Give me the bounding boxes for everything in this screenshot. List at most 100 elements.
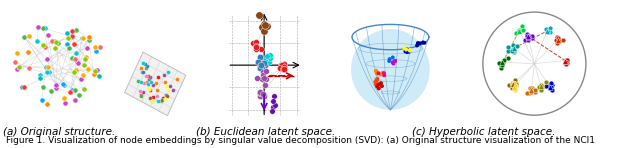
Point xyxy=(253,61,263,63)
Circle shape xyxy=(483,12,586,115)
Point xyxy=(153,76,163,78)
Point xyxy=(264,54,275,57)
Point xyxy=(257,65,267,68)
Point xyxy=(552,37,563,39)
Point xyxy=(160,81,170,83)
Point xyxy=(268,100,278,102)
Point xyxy=(254,14,264,16)
Point xyxy=(402,51,412,53)
Point xyxy=(40,46,50,48)
Point xyxy=(158,96,168,99)
Point xyxy=(256,64,266,66)
Point xyxy=(517,25,527,27)
Point xyxy=(524,39,534,42)
Point xyxy=(60,102,70,105)
Point xyxy=(41,66,51,68)
Point xyxy=(529,89,539,91)
Point xyxy=(140,82,150,84)
Point xyxy=(510,79,520,81)
Point xyxy=(260,58,271,61)
Point xyxy=(545,86,556,88)
Point xyxy=(498,61,508,63)
Point xyxy=(561,63,572,65)
Point xyxy=(90,70,100,72)
Point xyxy=(38,86,49,88)
Point xyxy=(514,30,524,32)
Point xyxy=(529,91,540,93)
Point xyxy=(384,60,394,62)
Point xyxy=(168,89,179,91)
Point xyxy=(541,28,551,30)
Point xyxy=(22,51,33,54)
Point xyxy=(143,75,153,78)
Point xyxy=(373,72,383,74)
Point xyxy=(137,71,147,73)
Point xyxy=(497,64,507,66)
Point xyxy=(544,85,554,87)
Point xyxy=(134,90,145,92)
Point xyxy=(32,40,42,43)
Point xyxy=(268,106,278,108)
Point xyxy=(69,71,79,74)
Point xyxy=(257,26,268,29)
Point xyxy=(262,54,272,57)
Point xyxy=(38,27,49,30)
Point xyxy=(42,66,52,68)
Point xyxy=(541,81,551,83)
Point xyxy=(278,66,289,68)
Point xyxy=(511,83,521,86)
Point xyxy=(561,62,572,65)
Point xyxy=(562,59,572,61)
Point xyxy=(255,91,265,93)
Point xyxy=(390,60,400,62)
Point xyxy=(74,94,84,97)
Point xyxy=(59,96,69,99)
Point xyxy=(552,36,562,38)
Point xyxy=(550,39,561,41)
Point xyxy=(257,76,267,79)
Point xyxy=(378,72,388,74)
Point xyxy=(508,49,518,51)
Text: Figure 1. Visualization of node embeddings by singular value decomposition (SVD): Figure 1. Visualization of node embeddin… xyxy=(6,136,595,145)
Point xyxy=(67,36,77,38)
Point xyxy=(69,42,79,45)
Point xyxy=(132,80,143,82)
Point xyxy=(12,52,22,54)
Point xyxy=(507,87,517,89)
Point xyxy=(74,62,84,64)
Point xyxy=(67,29,77,32)
Point xyxy=(152,95,162,97)
Point xyxy=(82,47,92,49)
Point xyxy=(49,40,60,42)
Point xyxy=(68,43,79,45)
Point xyxy=(536,84,546,86)
Point xyxy=(63,37,74,39)
Point xyxy=(142,81,152,83)
Point xyxy=(53,42,63,44)
Point xyxy=(270,104,280,106)
Point xyxy=(374,83,384,86)
Point xyxy=(388,61,398,63)
Point xyxy=(371,70,381,72)
Point xyxy=(70,99,80,102)
Point xyxy=(562,62,572,65)
Point xyxy=(514,29,524,31)
Point xyxy=(537,85,547,87)
Point xyxy=(265,57,275,60)
Point xyxy=(159,97,170,100)
Point xyxy=(525,87,536,89)
Point xyxy=(560,59,570,62)
Point xyxy=(258,71,268,73)
Point xyxy=(42,71,52,73)
Point xyxy=(88,73,99,75)
Point xyxy=(92,69,102,71)
Text: (a) Original structure.: (a) Original structure. xyxy=(3,127,116,137)
Point xyxy=(148,95,158,98)
Point xyxy=(545,31,555,34)
Point xyxy=(508,82,518,85)
Point xyxy=(259,95,269,98)
Point xyxy=(36,99,47,101)
Point xyxy=(547,84,557,87)
Point xyxy=(147,100,157,102)
Point xyxy=(145,76,155,78)
